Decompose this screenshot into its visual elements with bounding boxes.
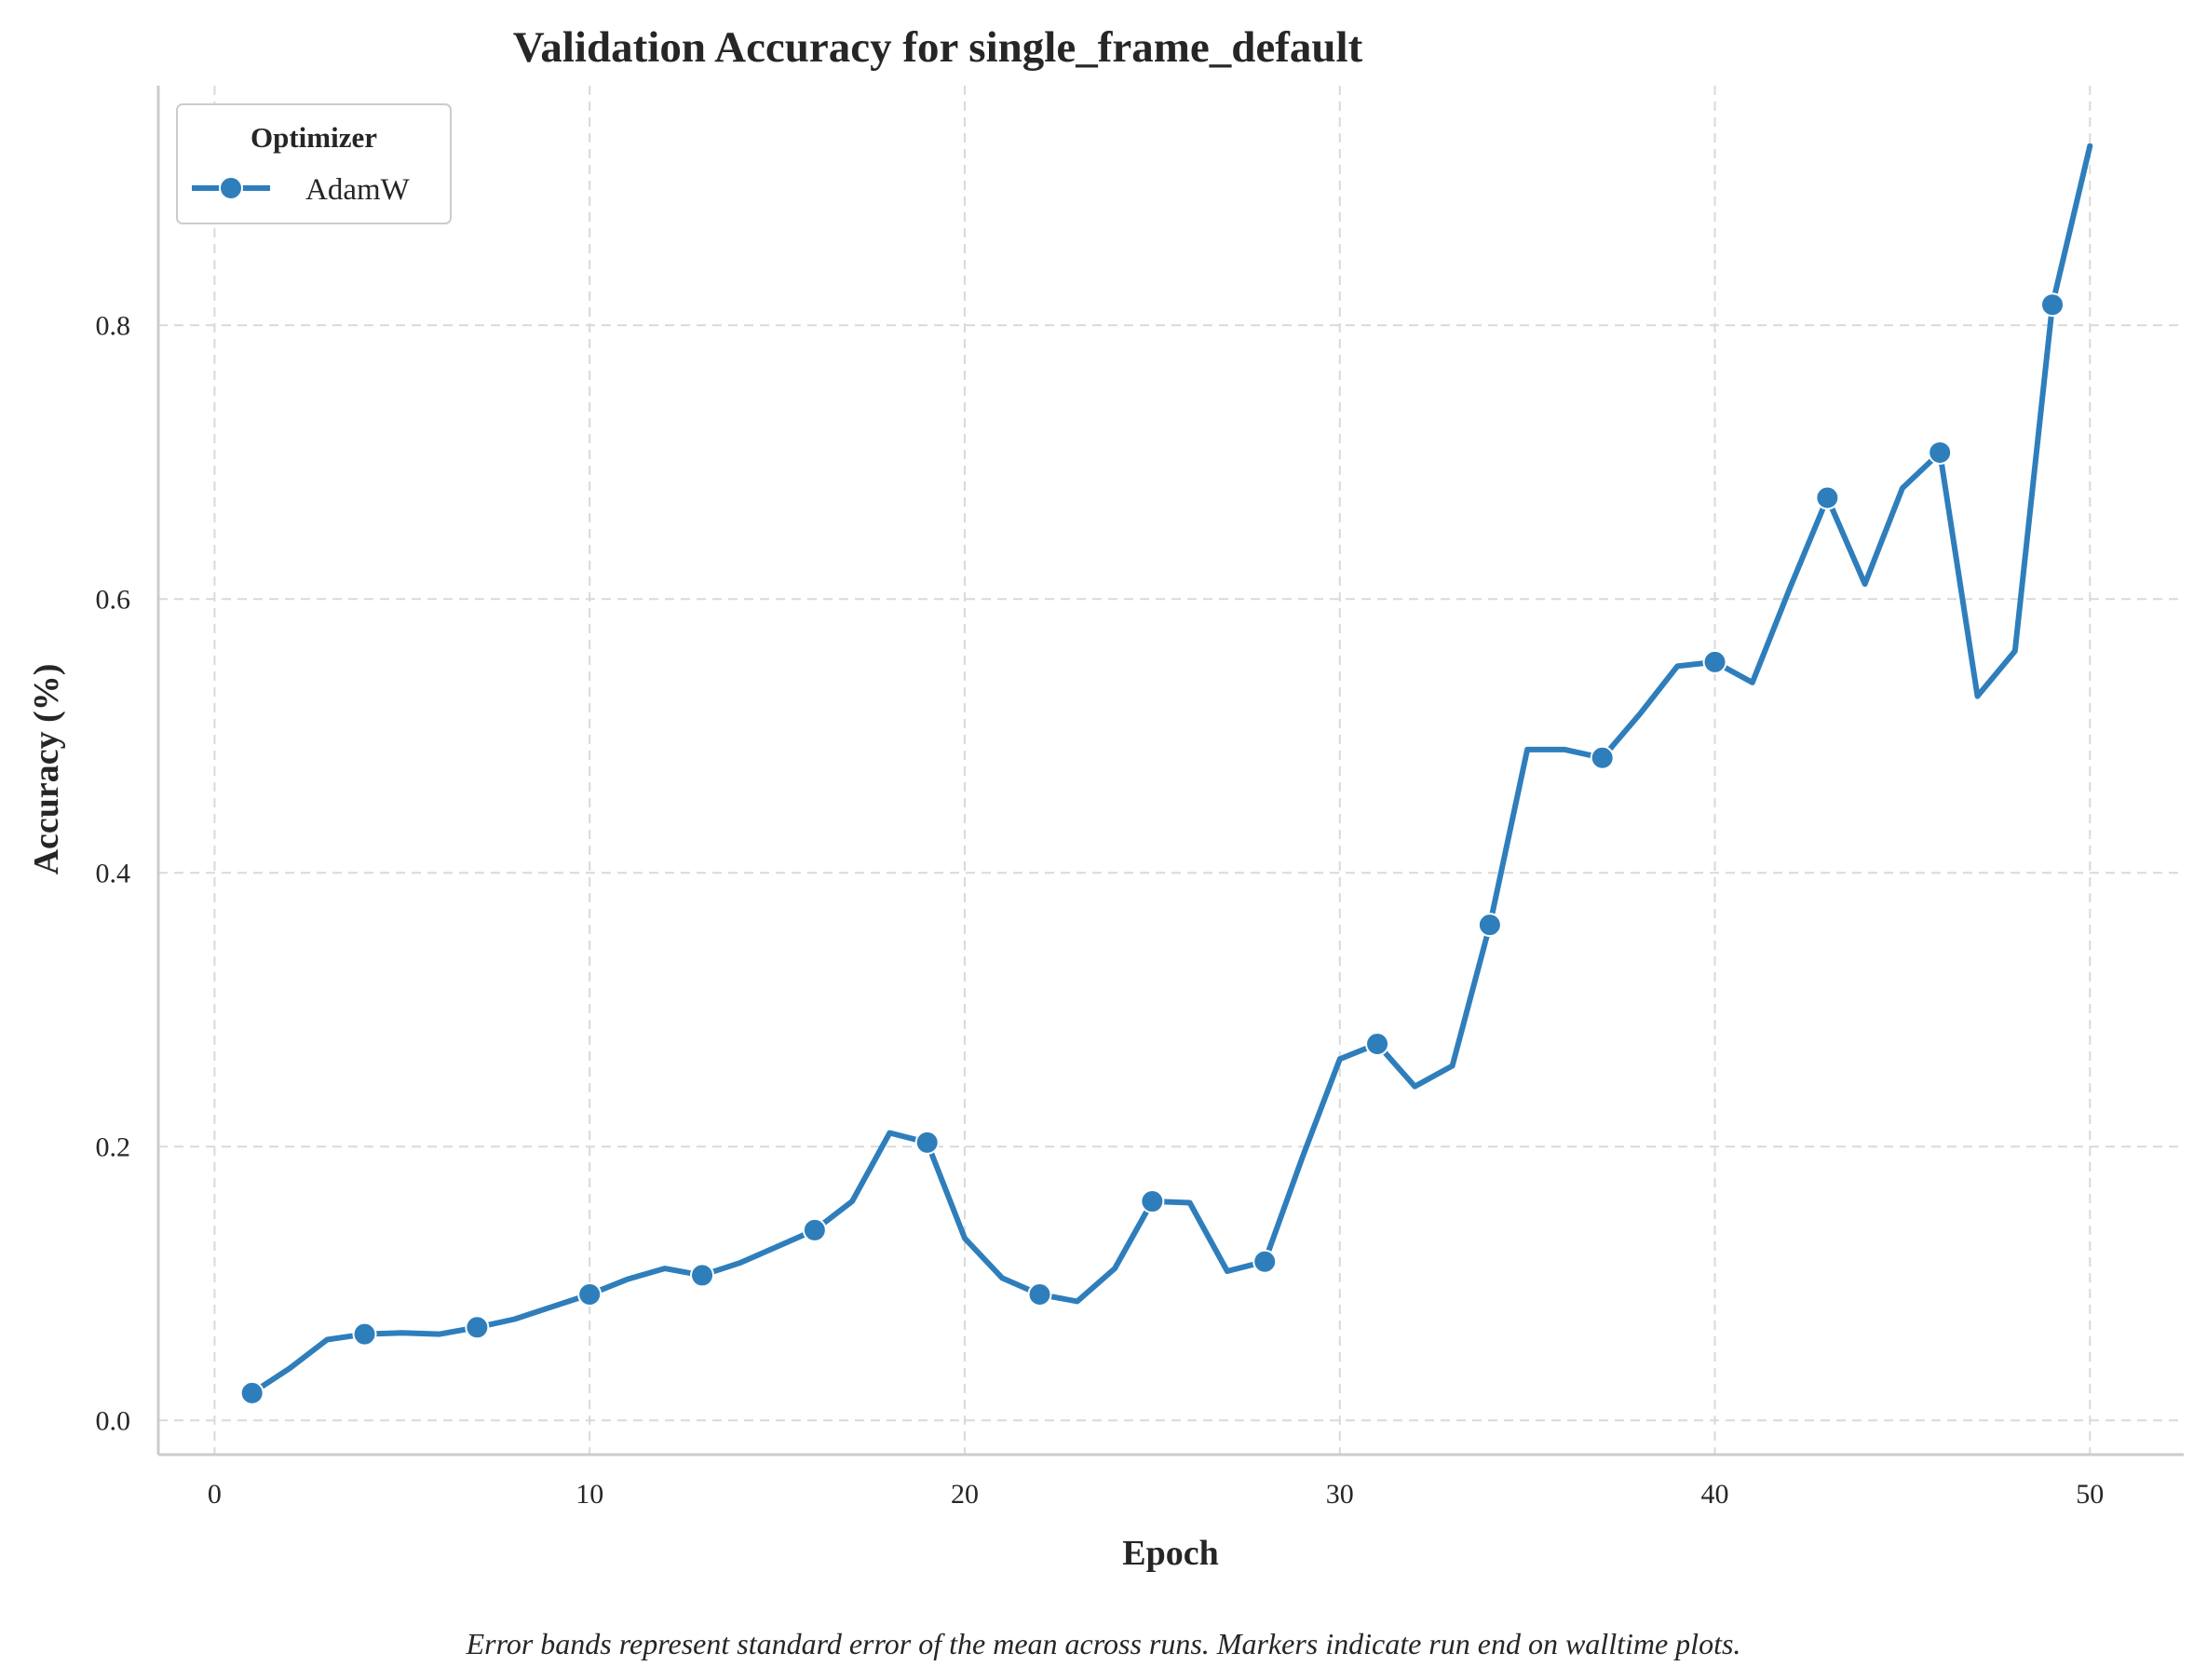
x-tick-label: 50 — [2076, 1479, 2104, 1510]
series-marker — [1252, 1249, 1278, 1274]
x-tick-label: 10 — [575, 1479, 603, 1510]
series-marker — [239, 1380, 264, 1405]
grid — [158, 86, 2184, 1455]
series-marker — [802, 1217, 827, 1242]
series-marker — [1815, 485, 1840, 510]
legend-swatch-marker — [219, 176, 243, 200]
y-ticks: 0.0 0.2 0.4 0.6 0.8 — [96, 310, 131, 1436]
series-marker — [1702, 649, 1727, 674]
series-marker — [1365, 1032, 1390, 1056]
legend-entry-adamw: AdamW — [305, 173, 411, 207]
y-tick-label: 0.6 — [96, 584, 131, 615]
series-marker — [690, 1263, 715, 1288]
x-tick-label: 20 — [951, 1479, 979, 1510]
x-axis-label: Epoch — [1122, 1534, 1218, 1573]
series-marker — [1140, 1189, 1165, 1214]
legend: Optimizer AdamW — [176, 103, 452, 224]
legend-box — [176, 103, 452, 224]
series-marker — [465, 1315, 490, 1340]
caption: Error bands represent standard error of … — [466, 1627, 1741, 1660]
y-tick-label: 0.8 — [96, 310, 131, 341]
series-layer — [239, 142, 2093, 1405]
series-marker — [1928, 440, 1953, 465]
series-marker — [1027, 1282, 1052, 1307]
y-tick-label: 0.0 — [96, 1405, 131, 1436]
series-marker — [1590, 745, 1615, 770]
series-line-adamw — [249, 142, 2093, 1396]
series-marker — [914, 1130, 940, 1155]
axes — [156, 86, 2184, 1456]
x-ticks: 0 10 20 30 40 50 — [208, 1479, 2104, 1510]
chart-title: Validation Accuracy for single_frame_def… — [513, 23, 1363, 72]
y-tick-label: 0.2 — [96, 1131, 131, 1162]
series-marker — [2040, 292, 2065, 318]
y-axis-label: Accuracy (%) — [27, 664, 66, 875]
x-tick-label: 30 — [1326, 1479, 1354, 1510]
series-marker — [352, 1321, 377, 1347]
legend-title: Optimizer — [250, 121, 377, 154]
y-tick-label: 0.4 — [96, 858, 131, 888]
x-tick-label: 0 — [208, 1479, 222, 1510]
series-marker — [577, 1282, 603, 1307]
series-marker — [1477, 913, 1502, 938]
x-tick-label: 40 — [1701, 1479, 1729, 1510]
